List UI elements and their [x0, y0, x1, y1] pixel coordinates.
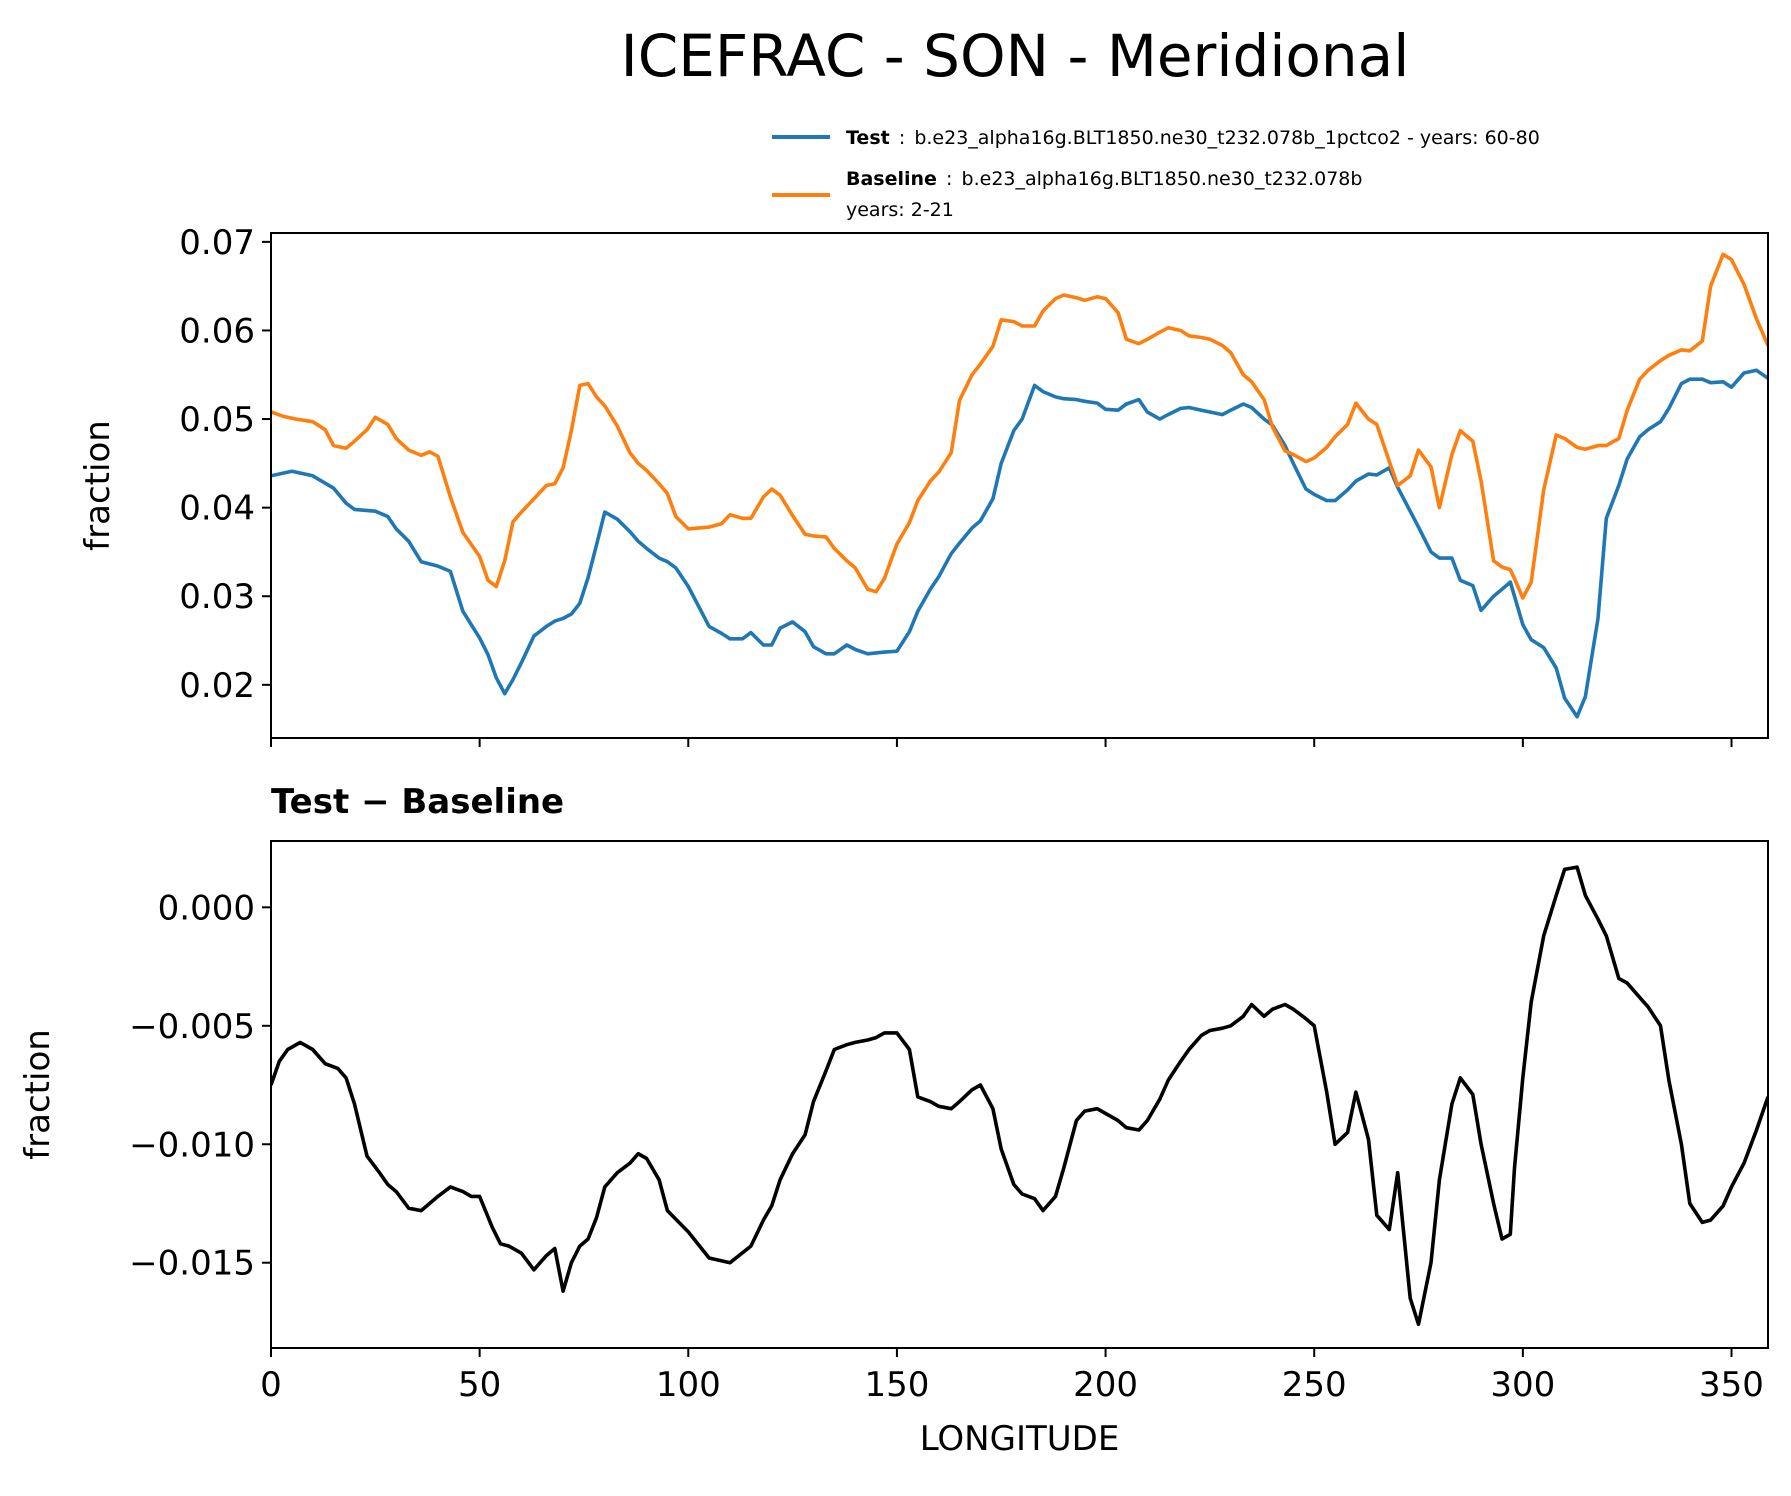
bottom-xtick-label: 250	[1282, 1365, 1347, 1405]
chart-title: ICEFRAC - SON - Meridional	[621, 22, 1410, 90]
legend-text-baseline: b.e23_alpha16g.BLT1850.ne30_t232.078b	[962, 168, 1363, 190]
top-axes-frame	[270, 232, 1769, 739]
bottom-ylabel: fraction	[18, 1029, 58, 1160]
bottom-xtick-label: 150	[864, 1365, 929, 1405]
bottom-xtick-label: 100	[656, 1365, 721, 1405]
bottom-xtick-label: 50	[458, 1365, 501, 1405]
top-ylabel: fraction	[78, 420, 118, 551]
top-ytick-label: 0.07	[179, 223, 255, 263]
bottom-xtick-label: 300	[1490, 1365, 1555, 1405]
bottom-ytick-label: −0.005	[129, 1007, 255, 1047]
legend-entry-baseline: Baseline : b.e23_alpha16g.BLT1850.ne30_t…	[846, 168, 1362, 190]
bottom-ytick-label: 0.000	[158, 888, 255, 928]
legend-entry-test: Test : b.e23_alpha16g.BLT1850.ne30_t232.…	[846, 127, 1540, 149]
top-ytick-label: 0.02	[179, 666, 255, 706]
legend: Test : b.e23_alpha16g.BLT1850.ne30_t232.…	[772, 127, 1540, 221]
bottom-ytick-label: −0.010	[129, 1125, 255, 1165]
legend-sep-baseline: :	[946, 168, 952, 190]
bottom-xlabel: LONGITUDE	[920, 1419, 1120, 1459]
top-ytick-label: 0.03	[179, 577, 255, 617]
legend-label-test: Test	[846, 127, 890, 149]
top-series-line-test	[271, 368, 1768, 719]
legend-label-baseline: Baseline	[846, 168, 937, 190]
panel-bottom-title: Test − Baseline	[271, 782, 564, 822]
top-series-group	[271, 252, 1768, 719]
top-series-line-baseline	[271, 252, 1768, 600]
legend-text-test: b.e23_alpha16g.BLT1850.ne30_t232.078b_1p…	[914, 127, 1539, 149]
bottom-ytick-label: −0.015	[129, 1244, 255, 1284]
bottom-axes-frame	[270, 840, 1769, 1349]
top-ytick-label: 0.06	[179, 311, 255, 351]
panel-bottom: 0.000 −0.005 −0.010 −0.015 0 50 100 150 200 250 30…	[18, 840, 1769, 1459]
top-ytick-label: 0.05	[179, 400, 255, 440]
bottom-xtick-label: 0	[260, 1365, 282, 1405]
legend-text2-baseline: years: 2-21	[846, 199, 954, 221]
top-ytick-label: 0.04	[179, 489, 255, 529]
bottom-xtick-label: 200	[1073, 1365, 1138, 1405]
bottom-series-group	[271, 865, 1768, 1327]
legend-sep-test: :	[899, 127, 905, 149]
bottom-series-line-test-baseline	[271, 865, 1768, 1327]
panel-top: 0.02 0.03 0.04 0.05 0.06 0.07 fraction	[78, 223, 1769, 747]
bottom-xtick-label: 350	[1699, 1365, 1764, 1405]
